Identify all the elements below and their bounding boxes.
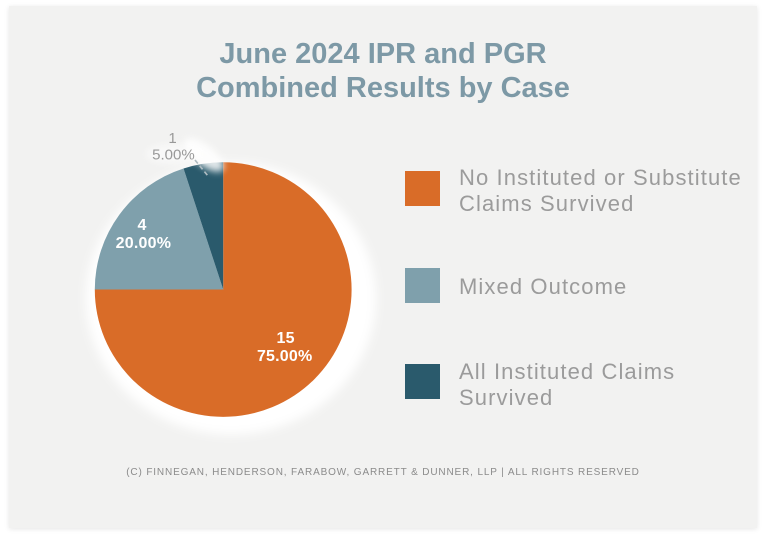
svg-text:4: 4 xyxy=(138,217,147,234)
svg-text:1: 1 xyxy=(168,130,176,147)
svg-text:5.00%: 5.00% xyxy=(152,147,195,164)
svg-text:20.00%: 20.00% xyxy=(116,235,171,252)
svg-text:75.00%: 75.00% xyxy=(257,348,312,365)
svg-text:15: 15 xyxy=(276,330,294,347)
